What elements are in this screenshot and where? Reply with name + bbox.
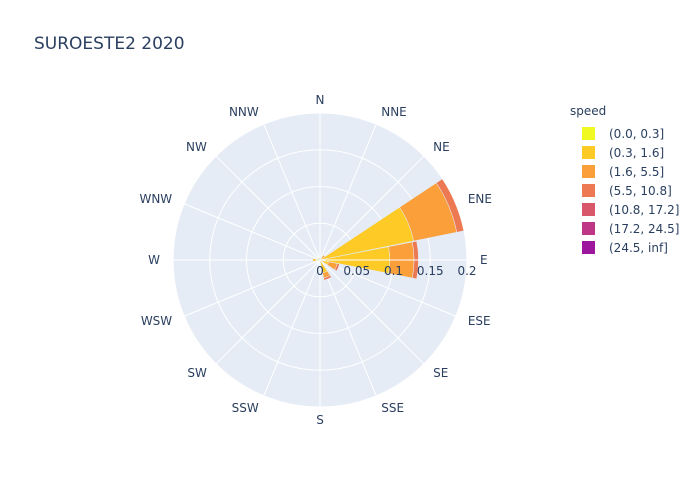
- direction-label: ESE: [468, 314, 491, 328]
- direction-label: SSW: [232, 401, 259, 415]
- direction-label: NW: [186, 140, 207, 154]
- radial-tick-label: 0.1: [384, 264, 403, 278]
- direction-label: NE: [433, 140, 450, 154]
- legend-label: (1.6, 5.5]: [609, 164, 665, 179]
- bar-segment: [334, 263, 340, 272]
- radial-tick-label: 0.2: [457, 264, 476, 278]
- angular-gridline: [319, 123, 377, 261]
- bar-segment: [323, 274, 332, 281]
- bar-segment: [319, 257, 321, 261]
- direction-label: W: [148, 253, 160, 267]
- legend-label: (5.5, 10.8]: [609, 183, 672, 198]
- angular-gridline: [319, 259, 377, 397]
- legend-item[interactable]: (1.6, 5.5]: [570, 162, 679, 181]
- legend-label: (10.8, 17.2]: [609, 202, 680, 217]
- radial-tick-label: 0.05: [343, 264, 370, 278]
- angular-gridline: [319, 155, 425, 261]
- direction-label: E: [480, 253, 488, 267]
- legend-swatch: [582, 165, 595, 178]
- direction-label: S: [316, 413, 324, 427]
- legend-item[interactable]: (0.3, 1.6]: [570, 143, 679, 162]
- direction-label: SE: [433, 366, 448, 380]
- direction-label: NNE: [381, 105, 407, 119]
- direction-label: SSE: [381, 401, 404, 415]
- angular-gridline: [183, 259, 321, 317]
- legend-label: (0.3, 1.6]: [609, 145, 665, 160]
- angular-gridline: [215, 259, 321, 365]
- direction-label: ENE: [468, 192, 492, 206]
- legend-item[interactable]: (17.2, 24.5]: [570, 219, 679, 238]
- legend-item[interactable]: (10.8, 17.2]: [570, 200, 679, 219]
- legend-label: (24.5, inf]: [609, 240, 668, 255]
- legend-swatch: [582, 184, 595, 197]
- bar-segment: [317, 257, 321, 261]
- bar-segment: [321, 254, 326, 259]
- legend-swatch: [582, 203, 595, 216]
- chart-title: SUROESTE2 2020: [34, 34, 185, 54]
- direction-label: NNW: [229, 105, 259, 119]
- legend-item[interactable]: (24.5, inf]: [570, 238, 679, 257]
- legend-swatch: [582, 127, 595, 140]
- direction-label: WSW: [141, 314, 172, 328]
- bar-segment: [312, 258, 317, 262]
- angular-gridline: [263, 259, 321, 397]
- legend-label: (0.0, 0.3]: [609, 126, 665, 141]
- legend-title: speed: [570, 104, 607, 118]
- legend-item[interactable]: (5.5, 10.8]: [570, 181, 679, 200]
- direction-label: SW: [187, 366, 207, 380]
- angular-gridline: [183, 203, 321, 261]
- direction-label: WNW: [139, 192, 172, 206]
- legend: speed (0.0, 0.3] (0.3, 1.6] (1.6, 5.5] (5.5…: [570, 104, 679, 257]
- direction-label: N: [316, 93, 325, 107]
- legend-swatch: [582, 146, 595, 159]
- legend-item[interactable]: (0.0, 0.3]: [570, 124, 679, 143]
- legend-label: (17.2, 24.5]: [609, 221, 680, 236]
- radial-tick-label: 0: [316, 264, 324, 278]
- angular-gridline: [319, 259, 457, 317]
- angular-gridline: [263, 123, 321, 261]
- radial-tick-label: 0.15: [417, 264, 444, 278]
- angular-gridline: [215, 155, 321, 261]
- legend-swatch: [582, 241, 595, 254]
- legend-swatch: [582, 222, 595, 235]
- angular-gridline: [319, 259, 425, 365]
- legend-items: (0.0, 0.3] (0.3, 1.6] (1.6, 5.5] (5.5, 10.8…: [570, 124, 679, 257]
